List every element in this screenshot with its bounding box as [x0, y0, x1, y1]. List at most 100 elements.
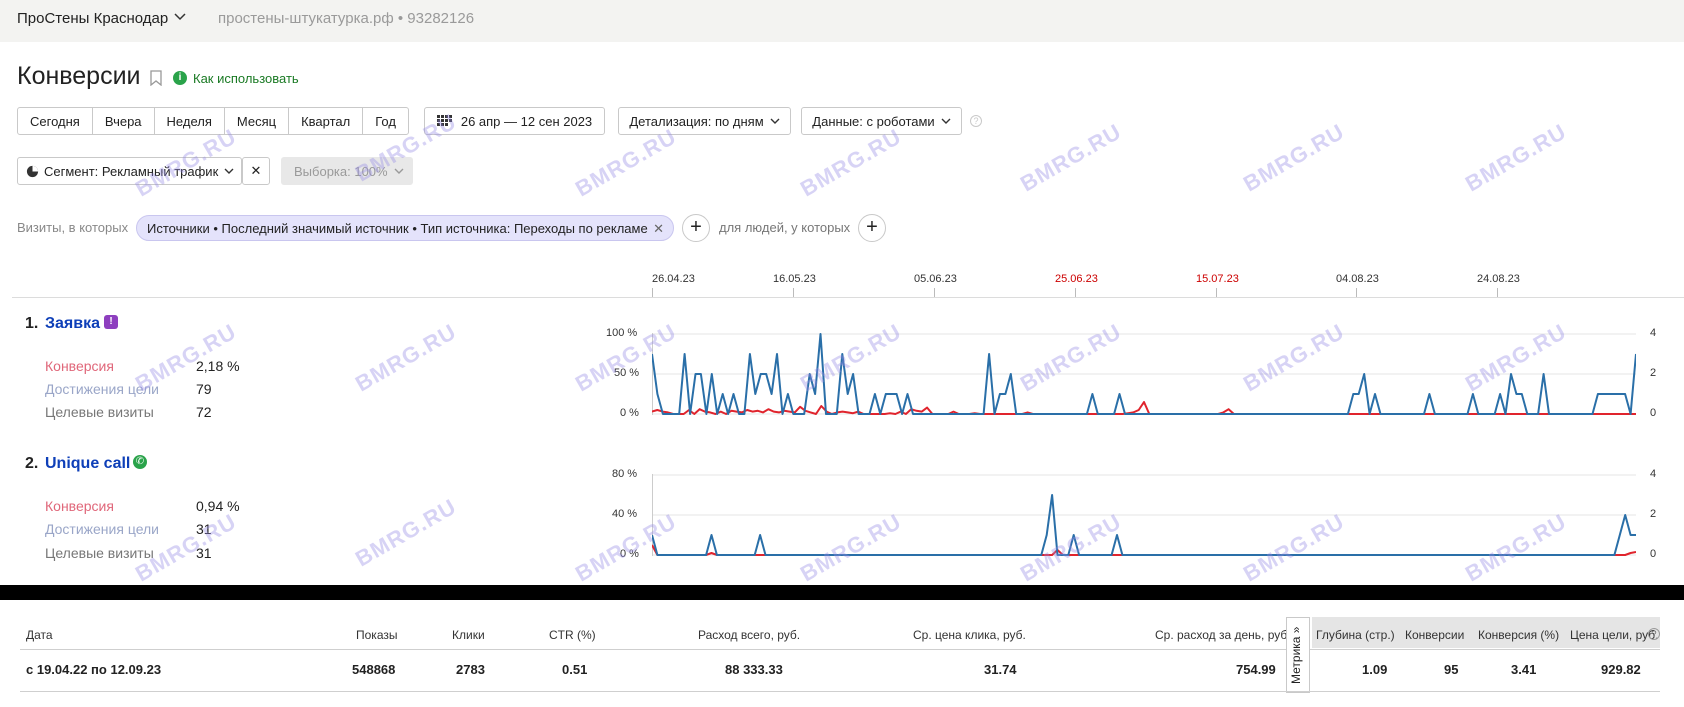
howto-link[interactable]: Как использовать [193, 71, 299, 86]
watermark-text: BMRG.RU [796, 123, 906, 202]
y-tick-label: 2 [1650, 508, 1657, 520]
period-today-button[interactable]: Сегодня [18, 108, 93, 134]
y-tick-label: 40 % [612, 508, 638, 520]
table-cell: 3.41 [1511, 662, 1537, 677]
table-cell: 1.09 [1362, 662, 1388, 677]
header-highlight [1312, 617, 1660, 648]
y-tick-label: 2 [1650, 367, 1657, 379]
column-header[interactable]: CTR (%) [549, 628, 596, 642]
filter-chip-text: Источники • Последний значимый источник … [147, 220, 648, 236]
people-filter-label: для людей, у которых [719, 220, 851, 235]
metric-label: Достижения цели [45, 521, 160, 537]
metric-label: Достижения цели [45, 381, 160, 397]
goal-title-link[interactable]: Заявка [45, 315, 100, 332]
column-header[interactable]: Конверсии [1405, 628, 1465, 642]
table-cell: 88 333.33 [725, 662, 783, 677]
site-name[interactable]: ПроСтены Краснодар [17, 10, 169, 27]
date-range-label: 26 апр — 12 сен 2023 [460, 113, 593, 129]
metric-value: 72 [196, 404, 212, 420]
goal-chart[interactable] [652, 333, 1636, 415]
divider-bar [0, 585, 1684, 600]
date-tick-label: 05.06.23 [914, 273, 957, 285]
metric-label: Конверсия [45, 498, 114, 514]
column-header[interactable]: Ср. цена клика, руб. [913, 628, 1026, 642]
phone-icon: ✆ [133, 455, 147, 469]
top-bar: ПроСтены Краснодар простены-штукатурка.р… [0, 0, 1684, 42]
y-tick-label: 4 [1650, 327, 1657, 339]
column-header[interactable]: Конверсия (%) [1478, 628, 1560, 642]
period-buttons: Сегодня Вчера Неделя Месяц Квартал Год [17, 107, 409, 135]
period-week-button[interactable]: Неделя [155, 108, 225, 134]
help-icon[interactable]: ? [970, 115, 982, 127]
table-cell: 2783 [456, 662, 485, 677]
column-header[interactable]: Глубина (стр.) [1316, 628, 1395, 642]
column-header[interactable]: Дата [26, 628, 53, 642]
calendar-icon [436, 115, 452, 126]
metric-label: Конверсия [45, 358, 114, 374]
add-people-filter-button[interactable]: + [858, 214, 886, 242]
chevron-down-icon [770, 118, 780, 124]
y-tick-label: 4 [1650, 468, 1657, 480]
period-yesterday-button[interactable]: Вчера [93, 108, 155, 134]
date-tick-mark [1356, 288, 1357, 297]
column-header[interactable]: Показы [356, 628, 398, 642]
date-tick-label: 26.04.23 [652, 273, 695, 285]
metric-value: 31 [196, 521, 212, 537]
detail-dropdown[interactable]: Детализация: по дням [618, 107, 791, 135]
goal-title-link[interactable]: Unique call [45, 455, 131, 472]
add-visit-filter-button[interactable]: + [682, 214, 710, 242]
table-bottom-line [20, 691, 1660, 692]
bookmark-icon[interactable] [150, 70, 162, 86]
y-tick-label: 80 % [612, 468, 638, 480]
date-tick-label: 04.08.23 [1336, 273, 1379, 285]
period-quarter-button[interactable]: Квартал [289, 108, 364, 134]
page-title: Конверсии [17, 62, 141, 90]
column-header[interactable]: Клики [452, 628, 485, 642]
segment-label: Сегмент: Рекламный трафик [44, 163, 219, 179]
metrika-side-tab[interactable]: Метрика » [1286, 617, 1310, 693]
metric-value: 0,94 % [196, 498, 240, 514]
date-range-button[interactable]: 26 апр — 12 сен 2023 [424, 107, 605, 135]
data-mode-dropdown[interactable]: Данные: с роботами [801, 107, 962, 135]
series-line-conversion [652, 401, 1636, 415]
y-tick-label: 0 % [620, 407, 639, 419]
period-year-button[interactable]: Год [375, 113, 396, 129]
site-url: простены-штукатурка.рф • 93282126 [218, 10, 475, 27]
column-header[interactable]: Цена цели, руб. [1570, 628, 1659, 642]
series-line-visits [652, 333, 1636, 415]
metric-value: 31 [196, 545, 212, 561]
y-tick-label: 100 % [606, 327, 638, 339]
detail-label: Детализация: по дням [629, 113, 764, 129]
close-icon[interactable]: ✕ [653, 221, 664, 236]
form-icon: ! [104, 315, 118, 329]
watermark-text: BMRG.RU [1461, 118, 1571, 197]
chevron-down-icon[interactable] [174, 13, 186, 21]
goal-number: 1. [25, 315, 39, 332]
sample-dropdown[interactable]: Выборка: 100% [281, 157, 413, 185]
table-cell: 0.51 [562, 662, 588, 677]
segment-dropdown[interactable]: Сегмент: Рекламный трафик [17, 157, 242, 185]
column-header[interactable]: Ср. расход за день, руб. [1155, 628, 1291, 642]
table-cell-date: с 19.04.22 по 12.09.23 [26, 662, 162, 677]
y-tick-label: 0 % [620, 548, 639, 560]
date-tick-mark [793, 288, 794, 297]
date-tick-mark [652, 288, 653, 297]
goal-chart[interactable] [652, 474, 1636, 556]
watermark-text: BMRG.RU [351, 493, 461, 572]
metric-label: Целевые визиты [45, 545, 154, 561]
filter-chip[interactable]: Источники • Последний значимый источник … [136, 215, 674, 241]
watermark-text: BMRG.RU [1239, 118, 1349, 197]
y-tick-label: 50 % [614, 367, 640, 379]
y-tick-label: 0 [1650, 407, 1657, 419]
column-header[interactable]: Расход всего, руб. [698, 628, 801, 642]
help-icon[interactable]: ? [1648, 628, 1660, 640]
chevron-down-icon [394, 168, 404, 174]
pie-segment-icon [26, 165, 39, 177]
sample-label: Выборка: 100% [294, 163, 388, 179]
watermark-text: BMRG.RU [1016, 118, 1126, 197]
metric-label: Целевые визиты [45, 404, 154, 420]
table-cell: 95 [1444, 662, 1459, 677]
date-tick-mark [1216, 288, 1217, 297]
period-month-button[interactable]: Месяц [225, 108, 290, 134]
segment-clear-button[interactable]: ✕ [242, 157, 270, 185]
